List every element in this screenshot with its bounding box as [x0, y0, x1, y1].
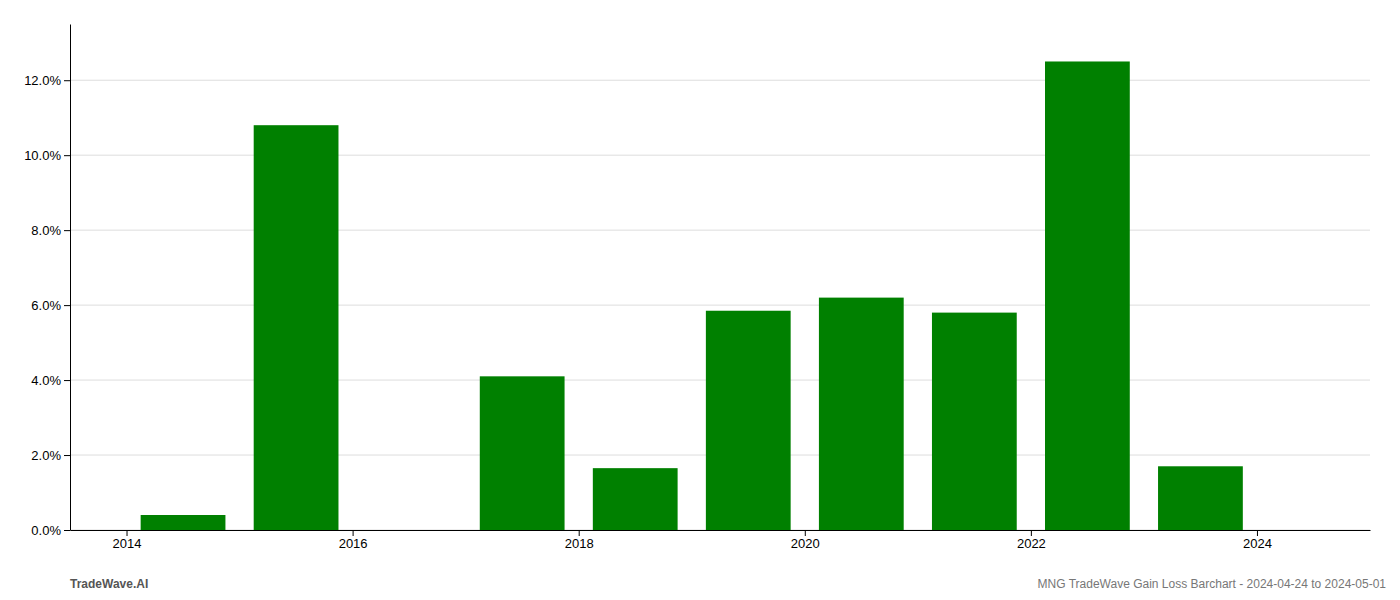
grid: [70, 80, 1370, 530]
tick-label: 12.0%: [24, 73, 61, 88]
footer-right: MNG TradeWave Gain Loss Barchart - 2024-…: [1038, 577, 1387, 591]
bar: [706, 311, 791, 530]
bar: [593, 468, 678, 530]
bar: [932, 313, 1017, 530]
tick-mark: [64, 530, 70, 531]
chart: 2014 2016 2018 2020 2022 2024 0.0% 2.0% 4.0% 6.0%…: [0, 0, 1400, 600]
bar: [254, 125, 339, 530]
tick-label: 4.0%: [31, 373, 61, 388]
tick-label: 2016: [339, 536, 368, 551]
tick-label: 2022: [1017, 536, 1046, 551]
tick: 6.0%: [31, 298, 70, 313]
tick: 2016: [339, 530, 368, 551]
tick-mark: [353, 530, 354, 536]
tick-mark: [1031, 530, 1032, 536]
tick-label: 2018: [565, 536, 594, 551]
footer-left: TradeWave.AI: [70, 577, 148, 591]
tick: 12.0%: [24, 73, 70, 88]
tick-label: 2.0%: [31, 448, 61, 463]
x-axis: 2014 2016 2018 2020 2022 2024: [71, 530, 1371, 551]
tick-label: 0.0%: [31, 523, 61, 538]
tick: 2020: [791, 530, 820, 551]
tick: 2014: [113, 530, 142, 551]
tick: 2022: [1017, 530, 1046, 551]
axis-line: [70, 25, 71, 531]
axis-line: [71, 530, 1371, 531]
grid-line: [70, 80, 1370, 81]
tick-label: 2014: [113, 536, 142, 551]
tick-mark: [64, 80, 70, 81]
tick: 2018: [565, 530, 594, 551]
tick-mark: [64, 380, 70, 381]
tick: 2.0%: [31, 448, 70, 463]
tick-mark: [64, 230, 70, 231]
bar: [480, 376, 565, 530]
tick-mark: [127, 530, 128, 536]
bars: [141, 61, 1243, 530]
y-axis: 0.0% 2.0% 4.0% 6.0% 8.0% 10.0% 12.0%: [24, 25, 70, 538]
plot: 2014 2016 2018 2020 2022 2024 0.0% 2.0% 4.0% 6.0%…: [24, 25, 1370, 552]
tick-mark: [64, 305, 70, 306]
bar: [819, 298, 904, 530]
tick: 4.0%: [31, 373, 70, 388]
bar: [1158, 466, 1243, 530]
tick: 8.0%: [31, 223, 70, 238]
bar: [141, 515, 226, 530]
tick-mark: [64, 455, 70, 456]
tick: 2024: [1243, 530, 1272, 551]
tick-label: 2024: [1243, 536, 1272, 551]
tick-label: 10.0%: [24, 148, 61, 163]
tick-mark: [805, 530, 806, 536]
tick: 10.0%: [24, 148, 70, 163]
tick-label: 2020: [791, 536, 820, 551]
tick-mark: [579, 530, 580, 536]
tick-label: 8.0%: [31, 223, 61, 238]
tick-mark: [1257, 530, 1258, 536]
bar: [1045, 61, 1130, 530]
tick-label: 6.0%: [31, 298, 61, 313]
tick: 0.0%: [31, 523, 70, 538]
tick-mark: [64, 155, 70, 156]
